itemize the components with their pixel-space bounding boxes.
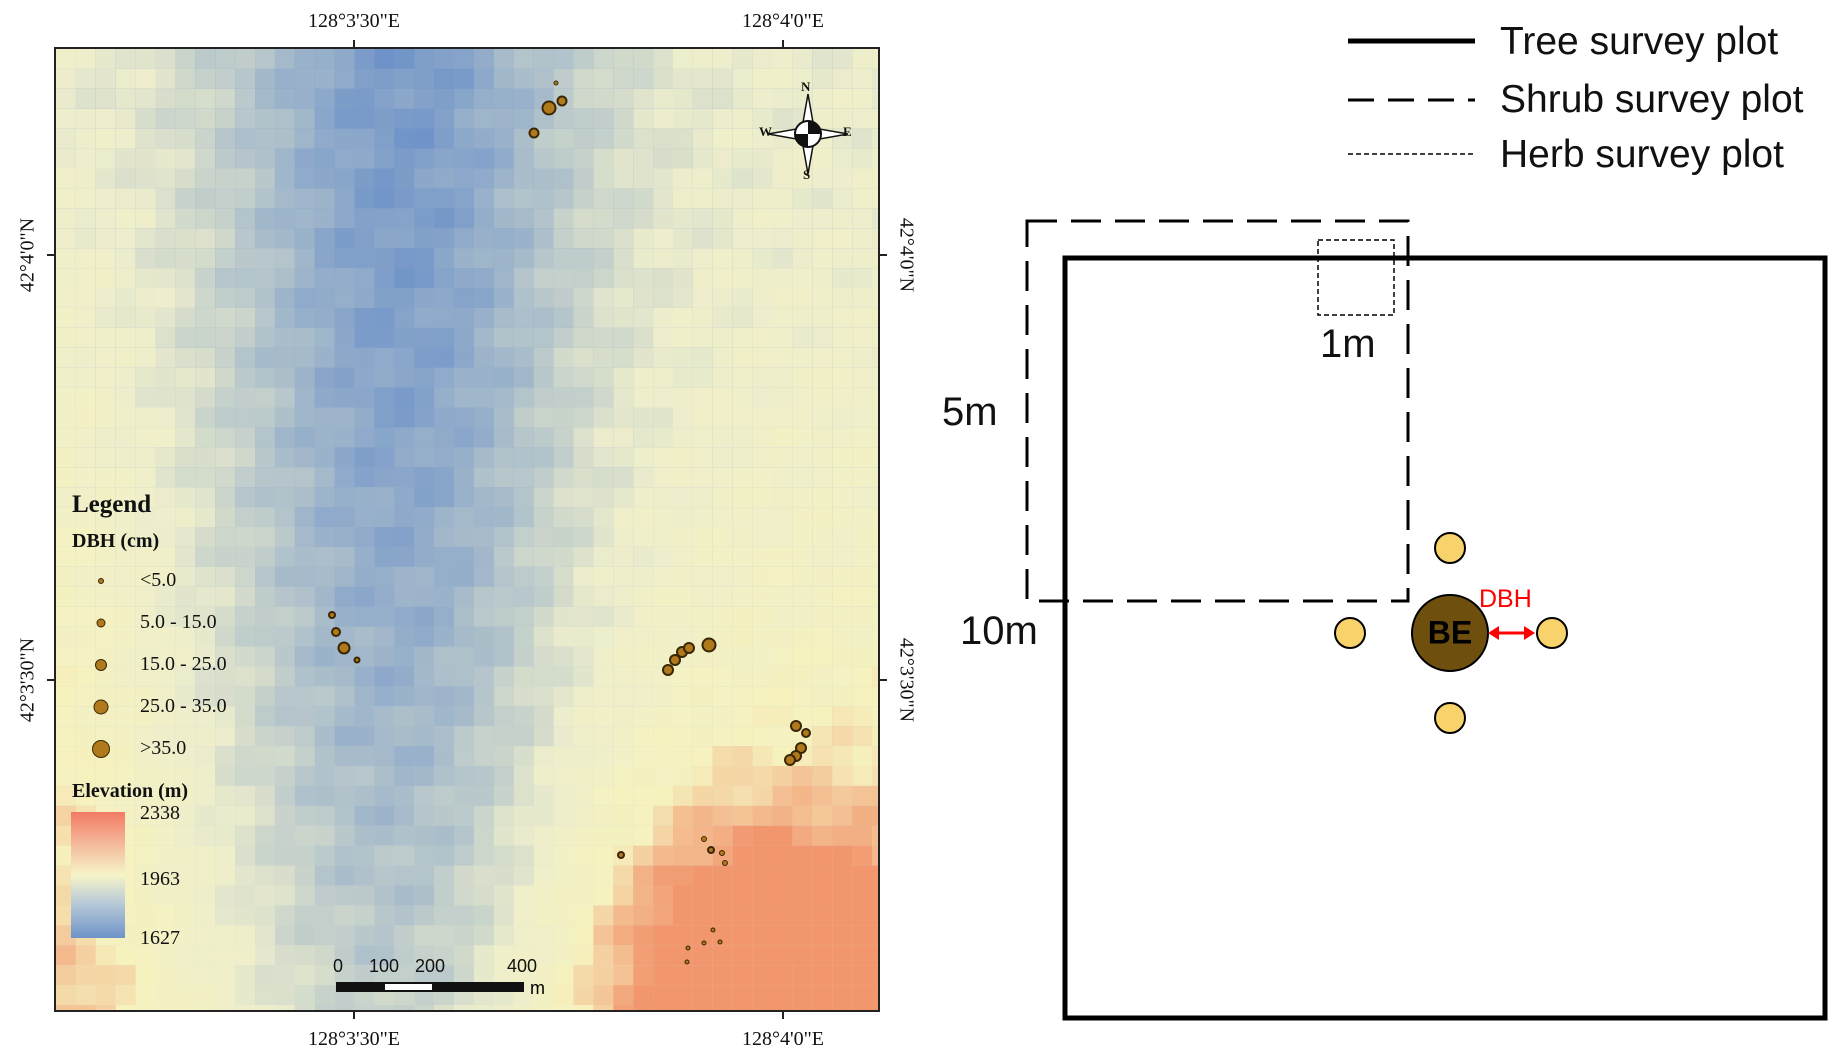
coord-right-2: 42°3'30"N	[895, 637, 918, 723]
survey-plot-diagram	[1025, 38, 1828, 1021]
neighbor-tree-west	[1334, 617, 1366, 649]
dbh-class-3: 15.0 - 25.0	[140, 653, 227, 675]
scale-label-400: 400	[506, 956, 538, 976]
tree-point	[801, 728, 811, 738]
dbh-symbol-5-15	[96, 618, 106, 628]
dbh-legend-title: DBH (cm)	[72, 530, 160, 552]
elevation-color-ramp	[71, 812, 125, 938]
tick-left-2	[47, 679, 55, 681]
dbh-arrowhead-right-icon	[1524, 626, 1535, 640]
coord-top-2: 128°4'0"E	[742, 10, 824, 32]
tree-point	[701, 940, 707, 946]
compass-e: E	[843, 124, 852, 139]
tree-point	[701, 637, 717, 653]
north-arrow	[758, 84, 858, 184]
tree-point	[328, 611, 336, 619]
tree-point	[784, 754, 796, 766]
coord-right-1: 42°4'0"N	[895, 217, 918, 293]
tree-point	[684, 959, 690, 965]
tree-survey-plot	[1062, 255, 1828, 1021]
tree-point	[617, 851, 625, 859]
tree-point	[556, 95, 568, 107]
dbh-label: DBH	[1479, 585, 1532, 613]
tick-bottom-2	[782, 1011, 784, 1019]
tree-point	[541, 100, 557, 116]
tree-point	[353, 656, 361, 664]
tree-point	[553, 80, 559, 86]
legend-label-herb: Herb survey plot	[1500, 133, 1784, 176]
scale-label-100: 100	[368, 956, 400, 976]
elevation-max: 2338	[140, 802, 180, 824]
tree-point	[685, 945, 691, 951]
coord-top-1: 128°3'30"E	[308, 10, 400, 32]
tick-top-2	[782, 40, 784, 48]
compass-n: N	[801, 79, 811, 94]
dbh-arrowhead-left-icon	[1488, 626, 1499, 640]
dbh-class-4: 25.0 - 35.0	[140, 695, 227, 717]
dbh-class-1: <5.0	[140, 569, 177, 591]
coord-left-2: 42°3'30"N	[16, 637, 39, 723]
dbh-symbol-25-35	[93, 699, 109, 715]
tree-point	[683, 642, 695, 654]
tick-left-1	[47, 254, 55, 256]
neighbor-tree-east	[1536, 617, 1568, 649]
compass-w: W	[759, 124, 772, 139]
elevation-min: 1627	[140, 927, 180, 949]
elevation-raster	[56, 49, 878, 1010]
tree-point	[719, 850, 725, 856]
tree-point	[707, 846, 715, 854]
compass-s: S	[803, 167, 811, 182]
herb-survey-plot	[1317, 239, 1395, 316]
coord-bottom-1: 128°3'30"E	[308, 1028, 400, 1050]
scale-bar-seg-1	[338, 984, 385, 990]
center-tree-label: BE	[1427, 614, 1473, 651]
coord-bottom-2: 128°4'0"E	[742, 1028, 824, 1050]
tree-point	[337, 641, 351, 655]
tree-point	[701, 836, 707, 842]
shrub-size-label: 5m	[942, 390, 998, 434]
compass-rose-icon	[767, 93, 849, 175]
legend-label-tree: Tree survey plot	[1500, 20, 1779, 63]
tick-bottom-1	[353, 1011, 355, 1019]
tick-right-1	[879, 254, 887, 256]
dbh-symbol-gt35	[92, 740, 110, 758]
scale-bar	[336, 982, 524, 992]
tick-right-2	[879, 679, 887, 681]
tree-point	[662, 664, 674, 676]
tree-point	[528, 127, 540, 139]
tree-point	[331, 627, 341, 637]
neighbor-tree-south	[1434, 702, 1466, 734]
coord-left-1: 42°4'0"N	[16, 217, 39, 293]
elevation-legend-title: Elevation (m)	[72, 780, 189, 802]
tree-point	[710, 927, 716, 933]
tree-point	[790, 720, 802, 732]
dbh-symbol-15-25	[95, 659, 107, 671]
scale-label-0: 0	[332, 956, 344, 976]
scale-label-200: 200	[414, 956, 446, 976]
tree-size-label: 10m	[960, 609, 1038, 653]
dbh-class-2: 5.0 - 15.0	[140, 611, 217, 633]
shrub-survey-plot	[1025, 219, 1410, 603]
map-legend-title: Legend	[72, 491, 152, 518]
dbh-class-5: >35.0	[140, 737, 187, 759]
tick-top-1	[353, 40, 355, 48]
herb-size-label: 1m	[1320, 322, 1376, 366]
elevation-map	[54, 47, 880, 1012]
scale-unit: m	[530, 978, 545, 998]
tree-point	[722, 860, 728, 866]
tree-point	[717, 939, 723, 945]
dbh-symbol-lt5	[98, 578, 104, 584]
neighbor-tree-north	[1434, 532, 1466, 564]
elevation-mid: 1963	[140, 868, 180, 890]
legend-label-shrub: Shrub survey plot	[1500, 78, 1804, 121]
scale-bar-seg-3	[432, 984, 522, 990]
